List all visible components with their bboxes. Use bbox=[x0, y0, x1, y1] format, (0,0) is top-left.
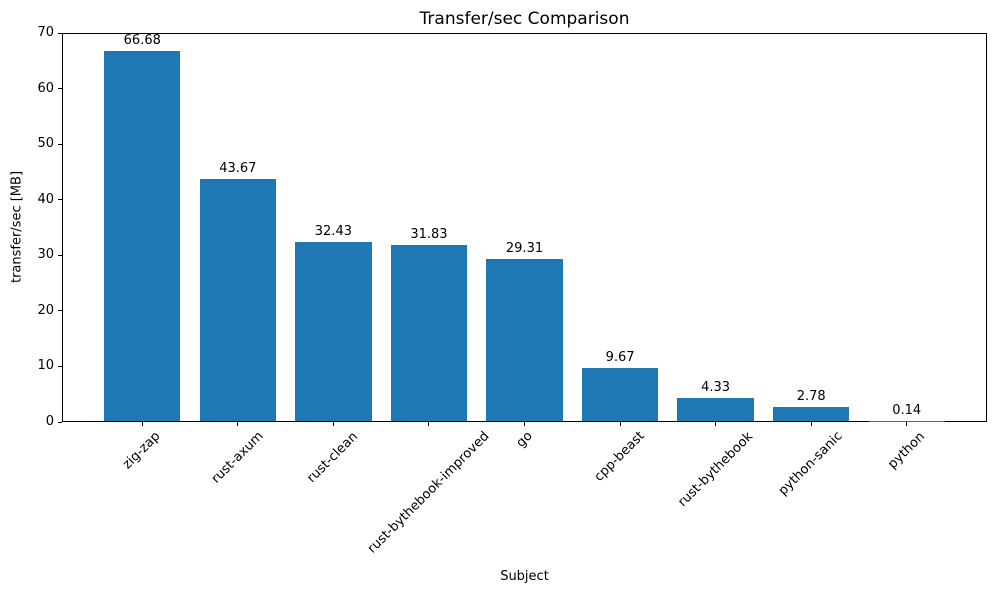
y-tick-mark bbox=[58, 88, 62, 90]
bar-value-label: 32.43 bbox=[314, 224, 352, 239]
x-tick-label: rust-axum bbox=[208, 429, 267, 487]
x-tick-mark bbox=[906, 422, 908, 426]
x-tick-mark bbox=[524, 422, 525, 426]
y-tick-mark bbox=[58, 310, 62, 312]
bar bbox=[581, 368, 659, 421]
y-tick-label: 60 bbox=[37, 80, 54, 96]
bar-value-label: 66.68 bbox=[123, 33, 161, 48]
x-tick-mark bbox=[237, 422, 239, 426]
x-tick-mark bbox=[141, 422, 143, 426]
chart-title: Transfer/sec Comparison bbox=[419, 9, 630, 29]
y-tick-mark bbox=[58, 32, 62, 34]
bar-value-label: 2.78 bbox=[796, 389, 826, 404]
bar-value-label: 4.33 bbox=[701, 380, 731, 395]
x-tick-mark bbox=[332, 422, 334, 426]
y-tick-label: 50 bbox=[37, 136, 54, 152]
x-tick-mark bbox=[715, 422, 717, 426]
x-tick-mark bbox=[428, 422, 430, 426]
x-tick-label: go bbox=[513, 428, 536, 451]
x-tick-label: python bbox=[884, 428, 928, 472]
y-tick-mark bbox=[58, 199, 62, 201]
bar bbox=[295, 242, 372, 421]
bar bbox=[390, 245, 468, 421]
y-tick-mark bbox=[58, 143, 62, 145]
bar-value-label: 29.31 bbox=[505, 241, 544, 256]
y-tick-label: 0 bbox=[45, 414, 54, 429]
x-tick-label: python-sanic bbox=[775, 429, 846, 499]
y-tick-mark bbox=[58, 365, 62, 367]
x-axis-label: Subject bbox=[500, 569, 549, 584]
x-tick-mark bbox=[619, 422, 621, 426]
bar-value-label: 31.83 bbox=[410, 227, 448, 242]
x-tick-label: zig-zap bbox=[120, 428, 164, 473]
bar bbox=[486, 259, 563, 421]
bar-value-label: 9.67 bbox=[605, 350, 635, 365]
x-tick-mark bbox=[810, 422, 812, 426]
y-tick-label: 20 bbox=[37, 302, 54, 318]
y-tick-mark bbox=[58, 254, 62, 256]
bar bbox=[199, 179, 277, 421]
y-tick-label: 40 bbox=[37, 191, 54, 207]
y-tick-label: 10 bbox=[37, 358, 54, 374]
bar bbox=[104, 51, 181, 421]
y-tick-label: 70 bbox=[37, 25, 54, 40]
x-tick-label: rust-bythebook-improved bbox=[364, 428, 493, 557]
x-tick-label: rust-clean bbox=[304, 428, 362, 486]
bar bbox=[677, 398, 754, 421]
x-tick-label: rust-bythebook bbox=[674, 428, 756, 510]
y-axis-label: transfer/sec [MB] bbox=[9, 170, 25, 284]
y-tick-label: 30 bbox=[37, 247, 54, 263]
bar bbox=[772, 407, 850, 421]
bar bbox=[868, 421, 945, 422]
bar-value-label: 43.67 bbox=[219, 161, 257, 176]
y-tick-mark bbox=[58, 421, 62, 423]
x-tick-label: cpp-beast bbox=[591, 428, 648, 486]
bar-value-label: 0.14 bbox=[892, 403, 922, 418]
